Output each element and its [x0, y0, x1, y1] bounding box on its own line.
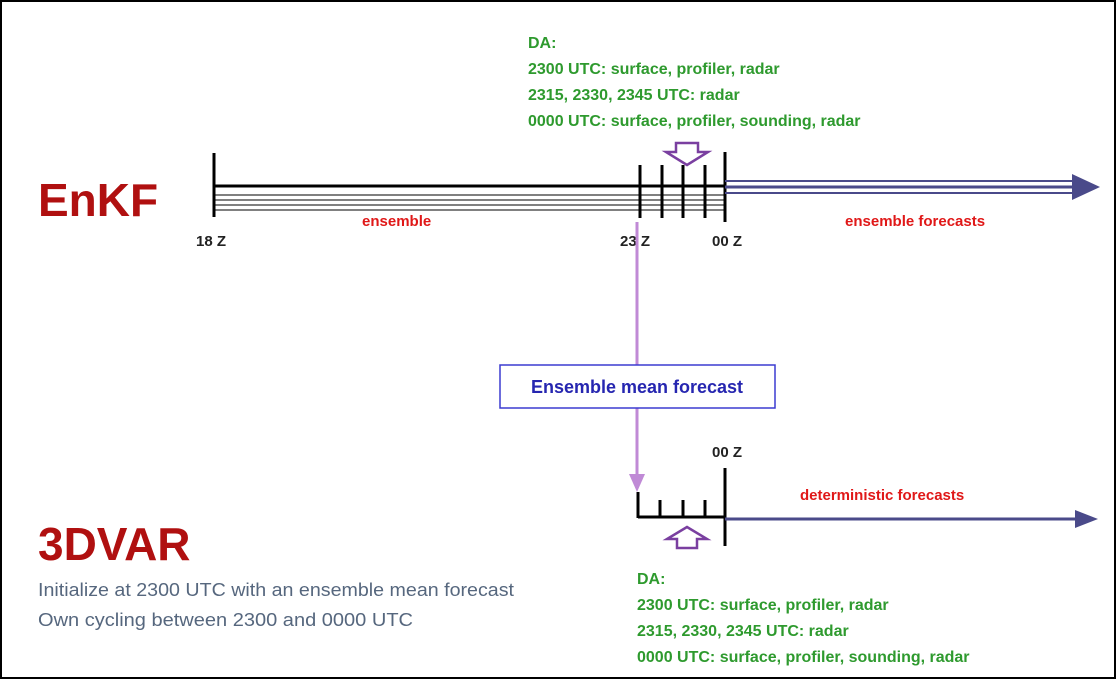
tick-label: 18 Z [196, 233, 226, 250]
note: Initialize at 2300 UTC with an ensemble … [38, 580, 514, 600]
var3d-da: DA: 2300 UTC: surface, profiler, radar 2… [637, 571, 970, 666]
da-line: 2315, 2330, 2345 UTC: radar [528, 87, 740, 104]
forecast-label: ensemble forecasts [845, 213, 985, 230]
segment-label: ensemble [362, 213, 431, 230]
da-line: 0000 UTC: surface, profiler, sounding, r… [637, 649, 970, 666]
da-line: 2300 UTC: surface, profiler, radar [637, 597, 889, 614]
enkf-timeline [212, 152, 727, 222]
arrow-head [1075, 510, 1098, 528]
da-line: 2300 UTC: surface, profiler, radar [528, 61, 780, 78]
da-line: 2315, 2330, 2345 UTC: radar [637, 623, 849, 640]
link-label: Ensemble mean forecast [531, 377, 743, 397]
var3d-label: 3DVAR [38, 518, 191, 570]
forecast-label: deterministic forecasts [800, 487, 964, 504]
da-header: DA: [637, 571, 665, 588]
enkf-label: EnKF [38, 174, 158, 226]
tick-label: 00 Z [712, 444, 742, 461]
var3d-timeline [636, 468, 727, 546]
tick-label: 00 Z [712, 233, 742, 250]
arrow-head [1072, 174, 1100, 200]
da-header: DA: [528, 35, 556, 52]
link-box [499, 364, 776, 409]
forecast-arrow [725, 174, 1100, 200]
da-arrow [662, 525, 712, 550]
note: Own cycling between 2300 and 0000 UTC [38, 610, 413, 630]
enkf-da: DA: 2300 UTC: surface, profiler, radar 2… [528, 35, 861, 130]
tick-label: 23 Z [620, 233, 650, 250]
link-arrow-head [629, 474, 645, 492]
da-line: 0000 UTC: surface, profiler, sounding, r… [528, 113, 861, 130]
da-arrow [661, 141, 713, 167]
